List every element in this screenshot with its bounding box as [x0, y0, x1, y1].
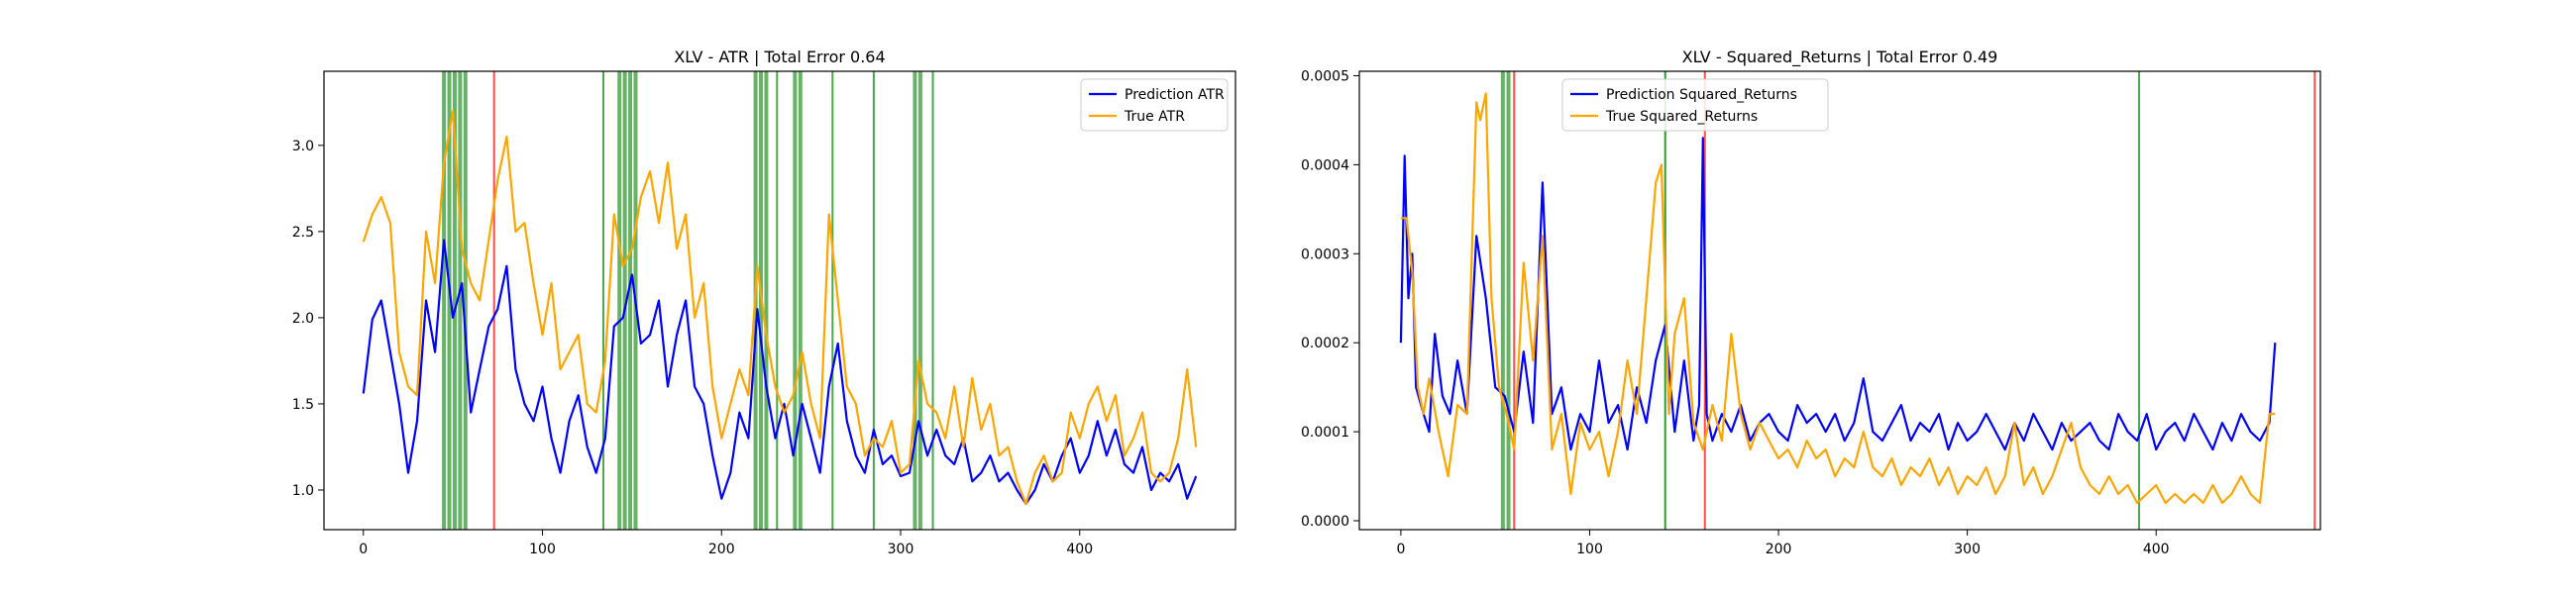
legend-label: Prediction Squared_Returns [1606, 87, 1797, 103]
axes-frame [1358, 70, 2321, 531]
x-tick-label: 100 [1576, 542, 1603, 557]
x-tick-label: 200 [1766, 542, 1792, 557]
legend: Prediction Squared_Returns True Squared_R… [1561, 78, 1829, 132]
x-tick-label: 200 [708, 542, 735, 557]
x-tick-label: 400 [2143, 542, 2170, 557]
chart-title: XLV - Squared_Returns | Total Error 0.49 [1682, 48, 1998, 67]
x-tick-label: 0 [359, 542, 368, 557]
y-tick-label: 0.0004 [1301, 157, 1349, 173]
y-tick-label: 0.0005 [1301, 68, 1349, 84]
legend-box [1561, 78, 1829, 132]
plot-area [362, 71, 1198, 530]
x-tick-label: 400 [1066, 542, 1093, 557]
y-tick-label: 0.0003 [1301, 247, 1349, 262]
legend-label: True Squared_Returns [1605, 109, 1758, 125]
series-line-true [1400, 92, 2276, 505]
legend-box [1080, 78, 1229, 132]
y-tick-label: 2.0 [292, 311, 314, 327]
chart-title: XLV - ATR | Total Error 0.64 [674, 48, 885, 66]
legend-label: True ATR [1124, 109, 1185, 125]
axes-frame [323, 70, 1236, 531]
plot-area [1399, 71, 2316, 530]
y-tick-label: 0.0001 [1301, 425, 1349, 441]
chart-squared-returns: XLV - Squared_Returns | Total Error 0.49… [1301, 48, 2321, 557]
legend: Prediction ATR True ATR [1080, 78, 1229, 132]
x-tick-label: 0 [1396, 542, 1405, 557]
x-tick-label: 300 [1954, 542, 1981, 557]
x-tick-label: 100 [529, 542, 556, 557]
series-line-true [362, 109, 1198, 505]
legend-label: Prediction ATR [1125, 87, 1225, 103]
y-tick-label: 3.0 [292, 139, 314, 154]
y-tick-label: 2.5 [292, 225, 314, 241]
y-tick-label: 1.0 [292, 483, 314, 499]
y-tick-label: 0.0000 [1301, 514, 1349, 530]
chart-atr: XLV - ATR | Total Error 0.64 0 100 200 300 40… [292, 48, 1236, 557]
y-tick-label: 1.5 [292, 397, 314, 413]
series-line-prediction [1399, 137, 2277, 451]
y-tick-label: 0.0002 [1301, 336, 1349, 351]
series-line-prediction [362, 239, 1198, 505]
x-tick-label: 300 [888, 542, 914, 557]
